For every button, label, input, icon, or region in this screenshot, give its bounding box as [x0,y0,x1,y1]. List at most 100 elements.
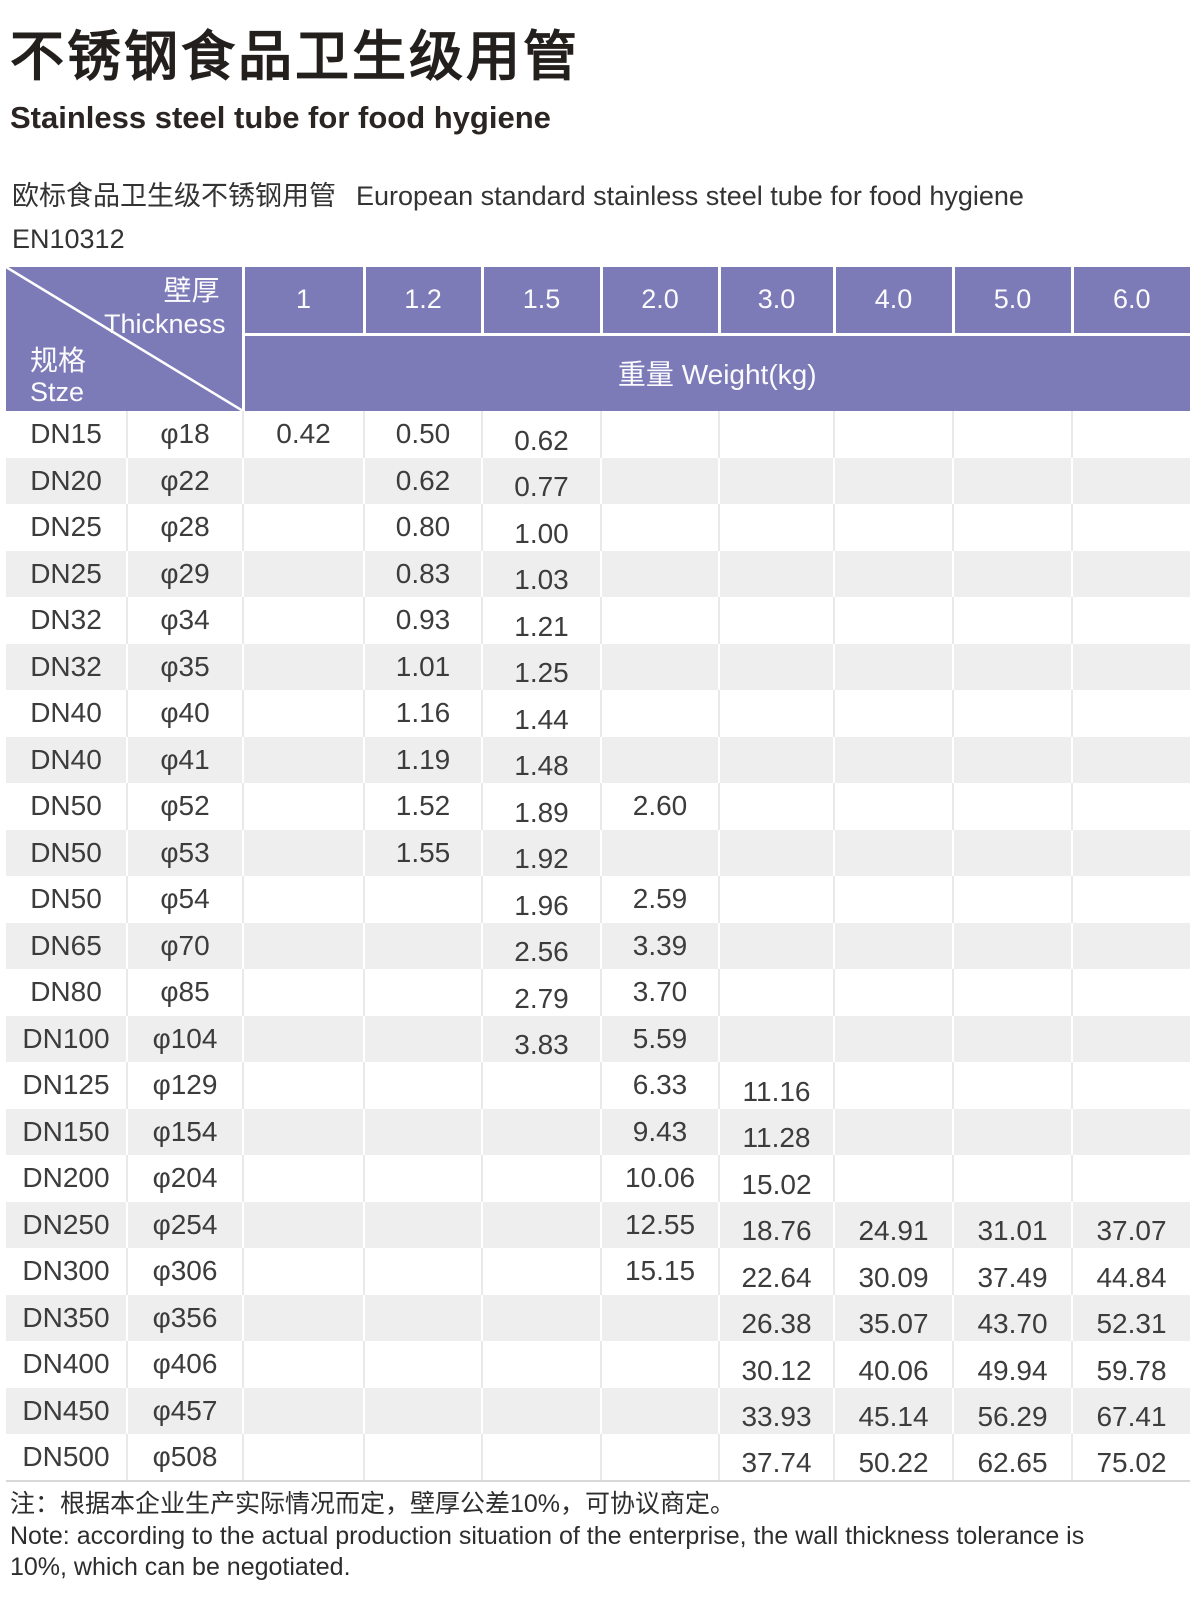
weight-cell [953,597,1073,644]
weight-cell [482,1341,602,1388]
thickness-column-header: 6.0 [1070,267,1190,334]
weight-cell: 18.76 [719,1201,835,1248]
size-cell: DN125 [6,1062,128,1109]
thickness-column-header: 1.5 [480,267,601,334]
table-row: DN100 φ104 3.83 5.59 [6,1015,1190,1062]
weight-cell [719,736,835,783]
thickness-header-row: 壁厚 Thickness 规格 Stze 1 1.2 1.5 2.0 3.0 4.0 5.0… [6,267,1190,411]
weight-cell: 3.83 [482,1015,602,1062]
weight-cell [243,1248,365,1295]
weight-cell [243,922,365,969]
weight-cell [601,643,720,690]
weight-cell [834,1062,954,1109]
weight-cell: 35.07 [834,1294,954,1341]
weight-cell [601,1341,720,1388]
weight-cell: 1.96 [482,876,602,923]
weight-cell [1072,783,1190,830]
weight-cell [1072,597,1190,644]
weight-cell [953,736,1073,783]
weight-cell [953,829,1073,876]
weight-cell [601,1387,720,1434]
size-cell: DN500 [6,1434,128,1482]
diameter-cell: φ85 [127,969,244,1016]
corner-size-label-zh: 规格 [30,345,87,376]
spec-table-body: DN15 φ18 0.42 0.50 0.62 DN20 φ22 0.62 0.77 DN25 φ2… [6,411,1190,1482]
weight-cell [1072,876,1190,923]
weight-cell: 75.02 [1072,1434,1190,1482]
weight-cell [364,1341,483,1388]
weight-cell: 0.83 [364,550,483,597]
weight-cell [834,1108,954,1155]
subtitle-line: 欧标食品卫生级不锈钢用管 European standard stainless … [12,174,1024,213]
weight-cell [719,829,835,876]
weight-cell [482,1201,602,1248]
weight-cell [953,690,1073,737]
weight-cell [482,1248,602,1295]
weight-cell [243,504,365,551]
weight-cell [482,1062,602,1109]
weight-cell [953,1062,1073,1109]
size-cell: DN20 [6,457,128,504]
weight-cell: 2.60 [601,783,720,830]
weight-cell [243,1155,365,1202]
weight-cell: 1.52 [364,783,483,830]
weight-cell [953,411,1073,458]
weight-cell [364,1155,483,1202]
note-en: Note: according to the actual production… [10,1522,1085,1581]
weight-cell [834,922,954,969]
corner-thickness-label-zh: 壁厚 [163,275,220,306]
weight-cell [601,736,720,783]
size-cell: DN25 [6,550,128,597]
weight-cell [601,1434,720,1482]
weight-cell [364,1294,483,1341]
table-row: DN40 φ40 1.16 1.44 [6,690,1190,737]
weight-cell [834,411,954,458]
weight-cell [364,1434,483,1482]
diameter-cell: φ254 [127,1201,244,1248]
table-row: DN50 φ52 1.52 1.89 2.60 [6,783,1190,830]
table-row: DN400 φ406 30.12 40.06 49.94 59.78 [6,1341,1190,1388]
weight-cell [1072,1155,1190,1202]
weight-cell [1072,504,1190,551]
weight-header-row: 重量 Weight(kg) [6,332,1190,411]
weight-cell [719,969,835,1016]
table-row: DN25 φ28 0.80 1.00 [6,504,1190,551]
weight-cell: 11.16 [719,1062,835,1109]
weight-cell: 0.80 [364,504,483,551]
table-row: DN32 φ34 0.93 1.21 [6,597,1190,644]
weight-cell [1072,457,1190,504]
weight-cell: 1.03 [482,550,602,597]
weight-cell: 5.59 [601,1015,720,1062]
weight-cell: 2.79 [482,969,602,1016]
weight-cell [953,1155,1073,1202]
table-row: DN250 φ254 12.55 18.76 24.91 31.01 37.07 [6,1201,1190,1248]
diameter-cell: φ508 [127,1434,244,1482]
diameter-cell: φ35 [127,643,244,690]
size-cell: DN150 [6,1108,128,1155]
weight-cell [482,1108,602,1155]
weight-cell [243,643,365,690]
diameter-cell: φ41 [127,736,244,783]
diagonal-divider [6,267,243,411]
weight-cell: 37.49 [953,1248,1073,1295]
weight-cell [364,1387,483,1434]
weight-cell: 45.14 [834,1387,954,1434]
thickness-column-header: 3.0 [717,267,834,334]
weight-cell [243,876,365,923]
weight-cell [834,969,954,1016]
diameter-cell: φ53 [127,829,244,876]
weight-cell: 15.15 [601,1248,720,1295]
weight-cell [719,876,835,923]
size-cell: DN15 [6,411,128,458]
weight-cell [364,1062,483,1109]
weight-cell: 1.55 [364,829,483,876]
weight-cell: 0.50 [364,411,483,458]
thickness-column-header: 4.0 [832,267,953,334]
table-row: DN15 φ18 0.42 0.50 0.62 [6,411,1190,458]
size-cell: DN350 [6,1294,128,1341]
weight-cell [1072,550,1190,597]
weight-cell [834,1155,954,1202]
table-row: DN500 φ508 37.74 50.22 62.65 75.02 [6,1434,1190,1482]
corner-header-cell: 壁厚 Thickness 规格 Stze [6,267,243,411]
weight-cell [834,504,954,551]
